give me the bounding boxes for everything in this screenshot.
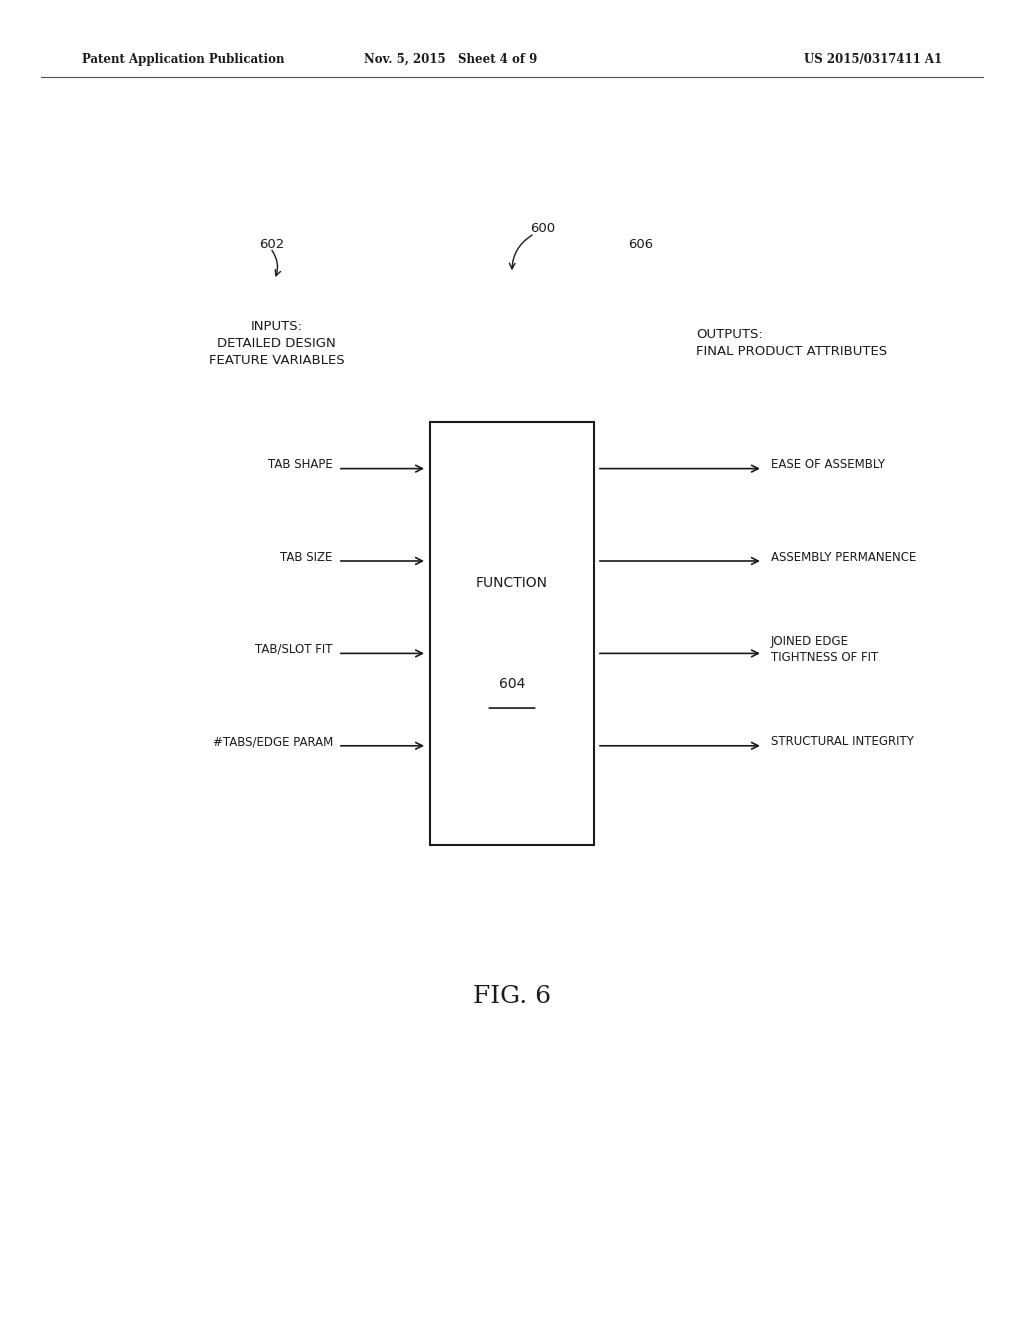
Text: 600: 600 [530, 222, 556, 235]
Text: TAB SHAPE: TAB SHAPE [268, 458, 333, 471]
FancyBboxPatch shape [430, 422, 594, 845]
Text: US 2015/0317411 A1: US 2015/0317411 A1 [804, 53, 942, 66]
Text: 604: 604 [499, 677, 525, 692]
Text: EASE OF ASSEMBLY: EASE OF ASSEMBLY [771, 458, 885, 471]
Text: Nov. 5, 2015   Sheet 4 of 9: Nov. 5, 2015 Sheet 4 of 9 [364, 53, 538, 66]
Text: OUTPUTS:
FINAL PRODUCT ATTRIBUTES: OUTPUTS: FINAL PRODUCT ATTRIBUTES [696, 329, 888, 358]
Text: ASSEMBLY PERMANENCE: ASSEMBLY PERMANENCE [771, 550, 916, 564]
Text: 606: 606 [628, 238, 653, 251]
Text: Patent Application Publication: Patent Application Publication [82, 53, 285, 66]
Text: INPUTS:
DETAILED DESIGN
FEATURE VARIABLES: INPUTS: DETAILED DESIGN FEATURE VARIABLE… [209, 319, 344, 367]
Text: #TABS/EDGE PARAM: #TABS/EDGE PARAM [213, 735, 333, 748]
Text: TAB SIZE: TAB SIZE [281, 550, 333, 564]
Text: FUNCTION: FUNCTION [476, 576, 548, 590]
Text: FIG. 6: FIG. 6 [473, 985, 551, 1008]
Text: JOINED EDGE
TIGHTNESS OF FIT: JOINED EDGE TIGHTNESS OF FIT [771, 635, 879, 664]
Text: STRUCTURAL INTEGRITY: STRUCTURAL INTEGRITY [771, 735, 914, 748]
Text: 602: 602 [259, 238, 285, 251]
Text: TAB/SLOT FIT: TAB/SLOT FIT [255, 643, 333, 656]
